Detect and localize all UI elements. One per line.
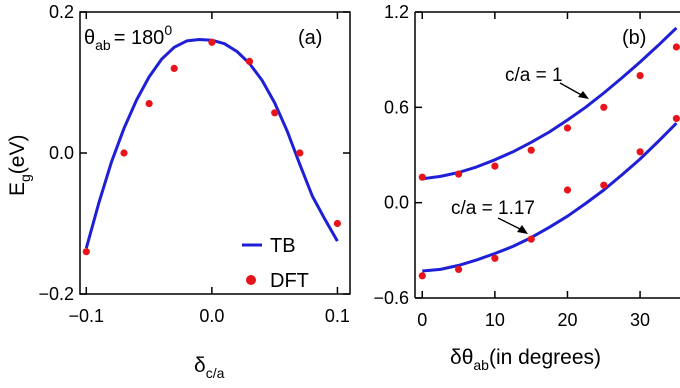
panel-b-label: (b) [622,27,646,49]
panel-a-xtick-label: 0.0 [199,306,224,326]
panel-b-xtick-label: 0 [417,310,427,330]
panel-a-point-dft [170,64,178,72]
panel-a: −0.1 0.0 0.1 −0.2 0.0 0.2 θab = 1800 (a) TB DF… [6,2,351,381]
legend-dft-swatch [246,275,256,285]
panel-b-point-c-a-1 [600,103,608,111]
panel-a-line-tb [84,38,339,249]
panel-a-ytick-label: 0.2 [49,2,74,22]
panel-b-point-c-a-1-17 [491,254,499,262]
legend-dft-label: DFT [270,270,309,292]
panel-a-label: (a) [298,27,322,49]
panel-b-point-c-a-1-17 [636,148,644,156]
panel-b-ytick-label: 1.2 [384,2,409,22]
panel-a-xtick-label: 0.1 [325,306,350,326]
panel-a-xtick-label: −0.1 [69,306,105,326]
panel-a-point-dft [296,149,304,157]
panel-b-ytick-label: −0.6 [373,288,409,308]
panel-a-legend: TB DFT [242,235,309,292]
panel-a-point-dft [145,100,153,108]
annotation-ca-117: c/a = 1.17 [451,198,535,219]
panel-b-ytick-label: 0.0 [384,193,409,213]
panel-a-point-dft [120,149,128,157]
panel-b-point-c-a-1 [527,146,535,154]
panel-b-point-c-a-1 [672,43,680,51]
panel-b-point-c-a-1-17 [563,186,572,194]
panel-b-xlabel: δθab(in degrees) [450,346,601,373]
panel-b-xtick-label: 30 [630,310,650,330]
panel-a-point-dft [208,38,216,46]
panel-a-ytick-label: 0.0 [49,143,74,163]
panel-a-point-dft [245,57,254,65]
panel-a-point-dft [82,248,90,256]
panel-b-point-c-a-1-17 [527,235,535,243]
panel-b-point-c-a-1-17 [418,272,426,280]
legend-tb-label: TB [270,235,296,257]
panel-b-ytick-label: 0.6 [384,97,409,117]
panel-b: 0 10 20 30 −0.6 0.0 0.6 1.2 (b) c/a = 1 c/a = 1… [373,2,680,373]
annotation-ca-1: c/a = 1 [505,65,563,86]
panel-a-ylabel: Eg(eV) [6,135,33,197]
panel-b-point-c-a-1 [491,162,499,170]
panel-b-point-c-a-1 [418,173,426,181]
panel-a-annotation: θab = 1800 [84,22,172,53]
panel-b-xtick-label: 20 [557,310,577,330]
annotation-ca-117-arrowhead [517,225,528,234]
panel-a-ytick-label: −0.2 [38,284,74,304]
annotation-ca-1-arrowhead [578,91,589,99]
panel-b-point-c-a-1-17 [600,181,608,189]
panel-b-point-c-a-1 [636,72,644,80]
panel-b-point-c-a-1 [563,124,572,132]
panel-b-line-c-a-1 [422,26,678,181]
panel-a-point-dft [333,219,341,228]
panel-a-xlabel: δc/a [194,354,225,381]
panel-b-xtick-label: 10 [485,310,505,330]
panel-b-point-c-a-1-17 [672,114,680,123]
panel-b-line-c-a-1-17 [422,122,678,273]
panel-b-point-c-a-1-17 [455,265,463,273]
panel-b-point-c-a-1 [455,170,463,178]
panel-a-point-dft [271,109,279,117]
